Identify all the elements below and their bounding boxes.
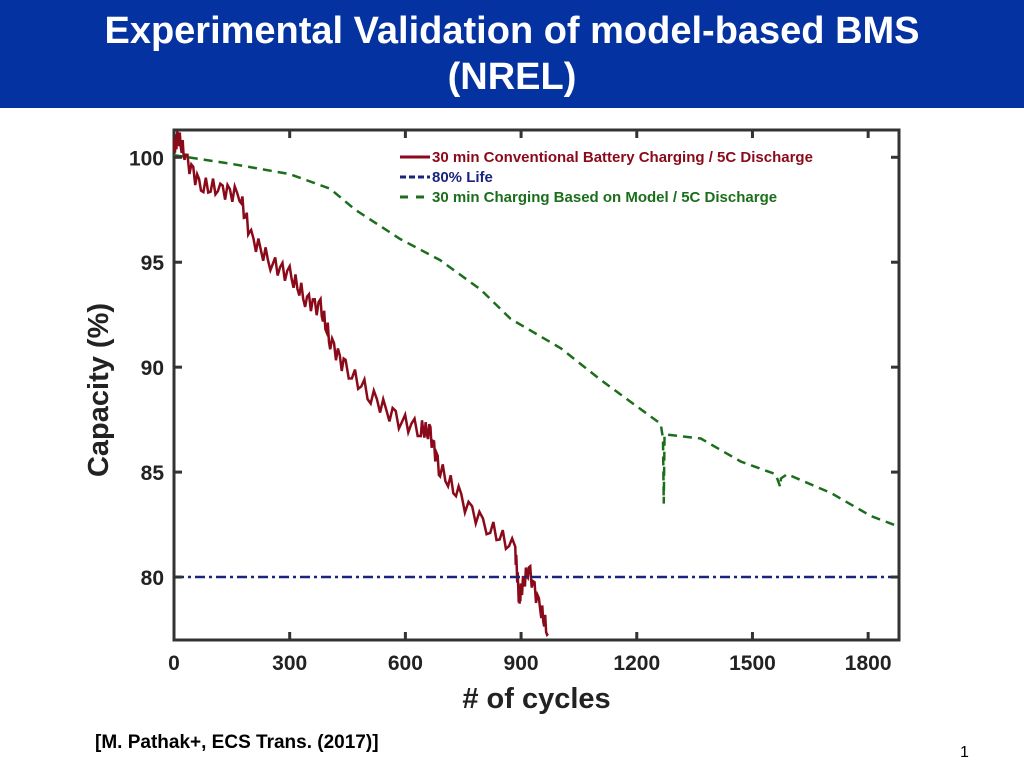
legend-label: 30 min Conventional Battery Charging / 5…: [432, 149, 813, 166]
legend-label: 30 min Charging Based on Model / 5C Disc…: [432, 189, 777, 206]
x-tick-label: 600: [388, 652, 423, 675]
legend-label: 80% Life: [432, 169, 493, 186]
y-tick-label: 95: [141, 252, 165, 275]
y-tick-label: 80: [141, 567, 164, 590]
x-tick-label: 300: [272, 652, 307, 675]
x-axis-label: # of cycles: [462, 683, 610, 715]
y-tick-label: 90: [141, 357, 164, 380]
x-tick-label: 1500: [729, 652, 776, 675]
page-number: 1: [960, 744, 969, 761]
citation: [M. Pathak+, ECS Trans. (2017)]: [95, 732, 379, 753]
y-tick-label: 100: [129, 147, 164, 170]
x-tick-label: 0: [168, 652, 180, 675]
slide-title-line2: (NREL): [447, 56, 577, 98]
y-axis-label: Capacity (%): [83, 303, 115, 477]
series-line-3: [173, 153, 900, 528]
x-tick-label: 900: [504, 652, 539, 675]
y-tick-label: 85: [141, 462, 165, 485]
plot-area: [172, 128, 901, 642]
x-tick-label: 1800: [845, 652, 892, 675]
series-line-1: [172, 131, 549, 638]
x-tick-label: 1200: [613, 652, 660, 675]
slide-title-line1: Experimental Validation of model-based B…: [104, 10, 920, 52]
slide-title-bar: Experimental Validation of model-based B…: [0, 0, 1024, 108]
